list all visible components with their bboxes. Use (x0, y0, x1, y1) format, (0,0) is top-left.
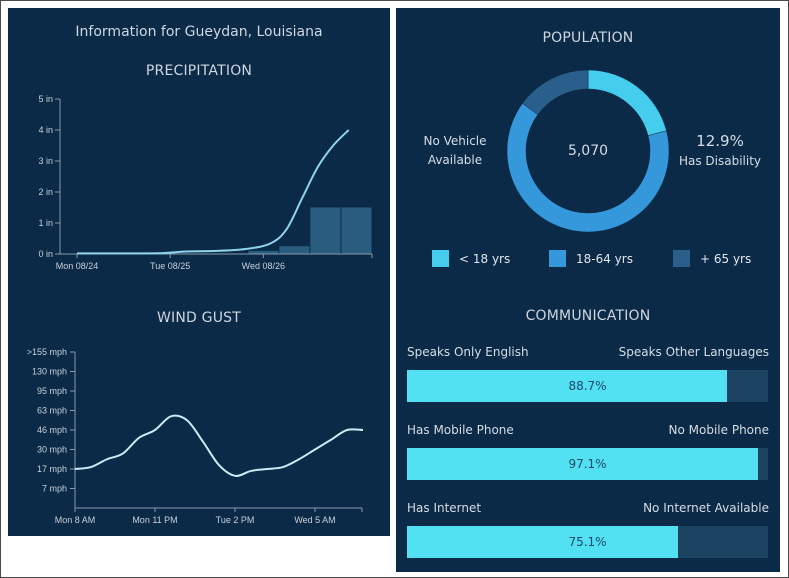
x-tick-label: Wed 08/26 (242, 261, 285, 271)
precip-bar (341, 207, 372, 254)
precipitation-chart: 0 in 1 in 2 in 3 in 4 in 5 in Mon 08/24 Tue 08/… (38, 94, 373, 271)
disability-stat: 12.9% Has Disability (674, 130, 766, 171)
y-tick-label: 3 in (38, 156, 53, 166)
disability-label: Has Disability (678, 154, 762, 168)
bar-right-label: No Internet Available (643, 501, 769, 515)
wind-gust-title: WIND GUST (156, 310, 241, 326)
y-tick-label: 130 mph (32, 367, 67, 377)
y-tick-label: 7 mph (42, 484, 67, 494)
y-tick-label: 4 in (38, 125, 53, 135)
legend-label: 18-64 yrs (576, 251, 633, 266)
x-tick-label: Tue 2 PM (216, 515, 255, 525)
demographics-panel: POPULATION 5,070 No Vehicle Available 12… (396, 8, 780, 572)
wind-gust-line (74, 414, 364, 477)
donut-slice-over-65 (522, 69, 589, 115)
precipitation-title: PRECIPITATION (145, 63, 253, 79)
mobile-phone-bar-value: 97.1% (568, 457, 607, 471)
legend-swatch-under-18 (432, 250, 449, 267)
legend-swatch-18-64 (549, 250, 566, 267)
y-tick-label: 17 mph (37, 464, 67, 474)
page-title: Information for Gueydan, Louisiana (75, 24, 323, 40)
y-tick-label: >155 mph (27, 347, 67, 357)
english-bar-fill (407, 370, 728, 402)
y-tick-label: 5 in (38, 94, 53, 104)
x-tick-label: Mon 8 AM (55, 515, 96, 525)
communication-title: COMMUNICATION (525, 308, 651, 324)
population-title: POPULATION (542, 30, 634, 46)
legend-swatch-over-65 (673, 250, 690, 267)
precip-line (76, 129, 350, 255)
legend-label: < 18 yrs (459, 251, 511, 266)
weather-panel: Information for Gueydan, Louisiana PRECI… (8, 8, 390, 536)
internet-bar: 75.1% (407, 526, 768, 558)
x-tick-label: Wed 5 AM (294, 515, 335, 525)
x-tick-label: Mon 11 PM (132, 515, 177, 525)
x-tick-label: Mon 08/24 (56, 261, 99, 271)
no-vehicle-label-line2: Available (427, 153, 483, 167)
bar-right-label: Speaks Other Languages (618, 345, 769, 359)
bar-left-label: Has Internet (407, 501, 482, 515)
mobile-phone-bar-fill (407, 448, 758, 480)
y-tick-label: 95 mph (37, 386, 67, 396)
wind-gust-chart: 7 mph 17 mph 30 mph 46 mph 63 mph 95 mph 130 m… (27, 347, 364, 525)
english-bar: 88.7% (407, 370, 768, 402)
disability-value: 12.9% (696, 132, 744, 150)
legend-over-65: + 65 yrs (673, 250, 751, 267)
no-vehicle-label-line1: No Vehicle (423, 134, 487, 148)
donut-slice-18-64 (506, 103, 670, 233)
y-tick-label: 2 in (38, 187, 53, 197)
x-tick-label: Tue 08/25 (150, 261, 190, 271)
mobile-phone-bar: 97.1% (407, 448, 768, 480)
internet-bar-value: 75.1% (568, 535, 607, 549)
bar-left-label: Speaks Only English (407, 345, 529, 359)
legend-under-18: < 18 yrs (432, 250, 510, 267)
precip-bar (279, 246, 310, 254)
precip-bar (310, 207, 341, 254)
population-donut-chart (506, 69, 670, 233)
english-bar-value: 88.7% (568, 379, 607, 393)
y-tick-label: 30 mph (37, 445, 67, 455)
y-tick-label: 46 mph (37, 425, 67, 435)
y-tick-label: 1 in (38, 218, 53, 228)
internet-bar-fill (407, 526, 679, 558)
y-tick-label: 63 mph (37, 406, 67, 416)
no-vehicle-stat: No Vehicle Available (410, 132, 500, 170)
precip-bar (248, 250, 279, 254)
y-tick-label: 0 in (38, 249, 53, 259)
donut-slice-under-18 (587, 69, 667, 136)
bar-left-label: Has Mobile Phone (407, 423, 514, 437)
legend-18-64: 18-64 yrs (549, 250, 633, 267)
bar-right-label: No Mobile Phone (668, 423, 769, 437)
legend-label: + 65 yrs (700, 251, 752, 266)
